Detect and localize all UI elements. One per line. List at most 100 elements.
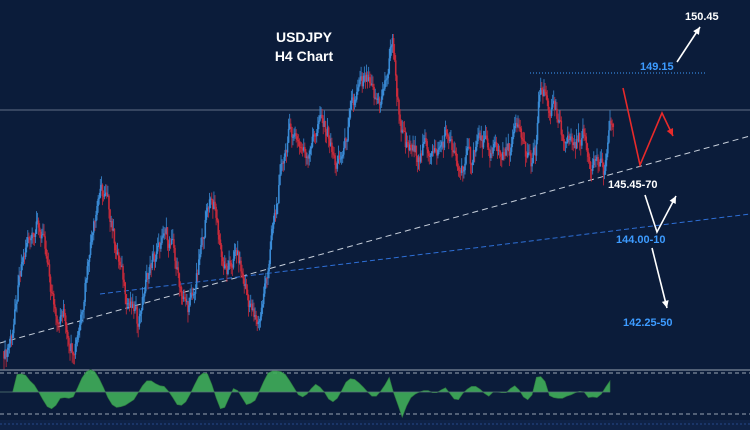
candle-body [227,269,229,275]
candle [480,125,483,141]
candle [80,309,82,331]
candle-body [258,321,261,323]
candle-body [80,314,82,325]
candle [486,130,489,150]
candle [560,116,563,141]
candle-body [528,152,530,154]
candle [542,86,544,104]
candle [59,308,62,326]
candle [537,91,540,124]
candle [257,315,260,329]
candle [583,124,585,142]
candle [86,258,89,283]
candle [96,200,98,221]
candle [568,131,570,146]
candle-body [97,198,99,207]
candle [106,184,108,199]
candle [157,233,160,248]
candle-body [541,88,543,90]
candle [596,148,598,162]
candle-body [88,255,91,262]
candle-body [44,236,46,249]
candle-body [121,265,123,267]
candle-body [564,142,567,144]
candle-body [118,261,121,266]
candle [23,252,26,265]
candle-body [253,308,255,317]
candle-body [259,316,262,322]
candle-body [417,157,420,163]
candle [406,135,409,148]
candle-body [349,109,352,118]
candle-body [578,132,581,141]
candle [193,291,196,304]
candle [571,133,573,151]
candle [528,144,530,156]
candle [322,115,325,135]
candle [339,151,342,163]
candle-body [309,148,312,155]
candle-body [52,293,55,305]
candle-body [200,245,202,255]
candle [280,154,282,176]
candle [129,291,132,307]
candle [314,133,317,145]
candle-body [371,83,373,85]
candle-body [350,100,353,110]
candle-body [166,227,169,241]
candle [76,331,79,347]
candle [552,90,555,104]
candle [310,143,313,156]
candle-body [386,78,388,80]
red-projection-arrow [622,87,674,168]
blue-trend-line [99,213,750,295]
candle [212,199,214,219]
candle-body [206,207,209,212]
candle-body [511,136,514,145]
candle [124,281,126,305]
candle [139,310,142,324]
candle [607,135,609,158]
candle-body [271,228,274,236]
candle-body [440,145,442,147]
candle-body [142,296,145,298]
candle [110,215,112,228]
candle [258,318,261,331]
candle [556,102,558,123]
candle [386,74,388,87]
candle-body [60,315,63,317]
candle [430,151,433,165]
candle-body [566,135,569,143]
candle-body [5,349,7,358]
candle [378,96,381,114]
candle-body [561,134,564,136]
candle-body [85,279,88,284]
candle-body [306,156,308,159]
candle-body [503,152,505,156]
candle-body [136,306,138,324]
candle-body [232,258,235,268]
candle-body [544,89,546,92]
candle [318,115,320,130]
candle [15,295,17,312]
candle-body [575,138,578,149]
candle-body [516,122,518,127]
candle-body [251,303,253,310]
candle [194,284,197,301]
candle [243,275,246,294]
candle [535,134,538,161]
candle [208,192,211,213]
candle [341,150,344,164]
candle-body [411,147,413,151]
candle-body [443,135,446,148]
candle [220,243,223,266]
candle [336,155,339,172]
candle-body [169,243,172,245]
candle [399,109,401,126]
candle [513,116,516,134]
candle-body [484,135,487,139]
candle-body [247,295,250,307]
candle-body [507,143,510,151]
candle-body [151,259,154,269]
candle-body [223,264,226,269]
